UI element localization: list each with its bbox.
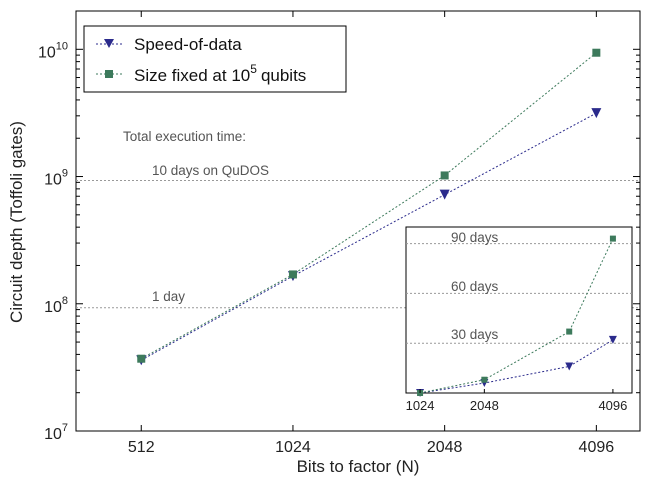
annotation-header: Total execution time: xyxy=(123,129,246,144)
inset-series-lines xyxy=(419,238,614,394)
x-axis-ticks: 512 1024 2048 4096 xyxy=(128,11,614,456)
y-axis-title: Circuit depth (Toffoli gates) xyxy=(7,121,26,323)
inset-series-0-point-2 xyxy=(565,362,574,371)
inset-x-tick-label-1: 2048 xyxy=(470,398,499,413)
legend-marker-square xyxy=(105,70,113,78)
x-axis-title: Bits to factor (N) xyxy=(297,457,420,476)
x-tick-label-1: 1024 xyxy=(275,439,311,456)
legend-marker-triangle xyxy=(104,39,114,48)
inset-frame xyxy=(405,226,633,394)
y-tick-label-2: 109 xyxy=(44,168,68,189)
series-1-point-3 xyxy=(592,48,601,57)
legend: Speed-of-data Size fixed at 105 qubits xyxy=(83,25,347,93)
y-tick-label-1: 108 xyxy=(44,295,68,316)
inset-series-1-point-1 xyxy=(481,376,488,383)
inset-label-60-days: 60 days xyxy=(451,279,499,294)
x-tick-label-3: 4096 xyxy=(579,439,615,456)
inset-x-tick-label-0: 1024 xyxy=(406,398,435,413)
series-0-point-2 xyxy=(439,189,450,200)
inset-label-90-days: 90 days xyxy=(451,230,499,245)
x-tick-label-2: 2048 xyxy=(427,439,463,456)
x-tick-label-0: 512 xyxy=(128,439,155,456)
annotation-10-days: 10 days on QuDOS xyxy=(152,163,269,178)
y-axis-ticks: 107 108 109 1010 xyxy=(38,40,640,443)
series-line-1 xyxy=(141,52,597,360)
series-1-point-1 xyxy=(288,270,297,279)
series-1-point-2 xyxy=(440,171,449,180)
y-tick-label-3: 1010 xyxy=(38,40,68,61)
inset-reference-lines xyxy=(406,243,632,344)
series-lines xyxy=(141,52,597,361)
plot-frame xyxy=(75,10,641,432)
series-1-point-0 xyxy=(137,354,146,363)
inset-series-line-0 xyxy=(419,339,614,394)
inset-label-30-days: 30 days xyxy=(451,327,499,342)
inset-series-1-point-3 xyxy=(609,235,616,242)
legend-label-fixed: Size fixed at 105 qubits xyxy=(134,62,306,85)
inset-x-ticks: 1024 2048 4096 xyxy=(406,389,627,413)
series-markers xyxy=(136,48,602,366)
inset-series-0-point-3 xyxy=(608,335,617,344)
y-tick-label-0: 107 xyxy=(44,422,68,443)
inset-series-line-1 xyxy=(419,238,614,394)
annotation-1-day: 1 day xyxy=(152,289,185,304)
series-0-point-3 xyxy=(591,108,602,119)
legend-label-speed: Speed-of-data xyxy=(134,35,242,54)
legend-box xyxy=(83,25,347,93)
inset-series-1-point-2 xyxy=(566,328,573,335)
inset-x-tick-label-2: 4096 xyxy=(598,398,627,413)
inset-chart: 1024 2048 4096 90 days 60 days 30 days xyxy=(405,226,633,413)
